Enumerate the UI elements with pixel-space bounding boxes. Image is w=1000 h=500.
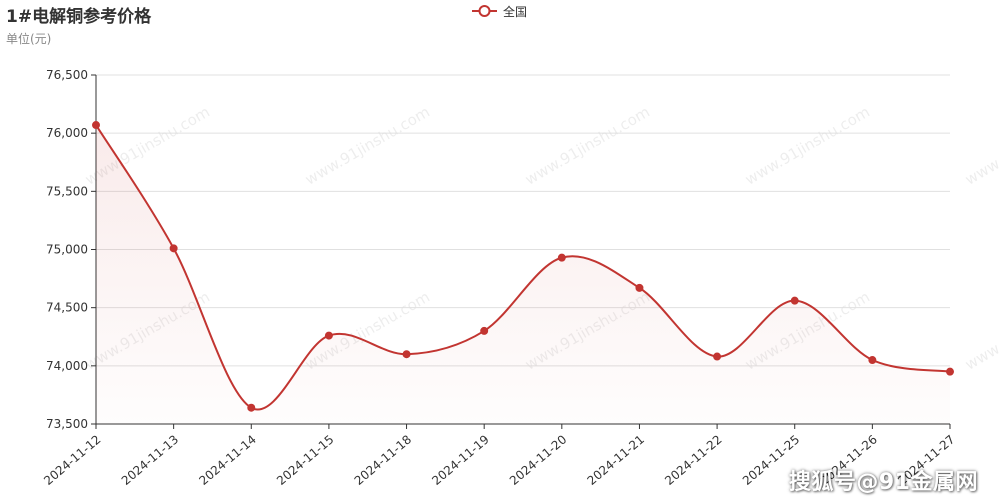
y-tick-label: 76,500 [46, 68, 88, 82]
data-point[interactable] [324, 331, 333, 340]
legend-item-national[interactable]: 全国 [472, 2, 527, 20]
diagonal-watermark: www.91jinshu.com [962, 288, 1000, 374]
x-tick-label: 2024-11-20 [507, 432, 569, 488]
data-point[interactable] [946, 367, 954, 376]
x-tick-label: 2024-11-18 [352, 432, 414, 488]
y-tick-label: 76,000 [46, 126, 88, 140]
x-tick-label: 2024-11-22 [662, 432, 724, 488]
legend-line-circle-icon [472, 5, 497, 17]
x-tick-label: 2024-11-19 [429, 432, 491, 488]
data-point[interactable] [247, 403, 256, 412]
diagonal-watermark: www.91jinshu.com [962, 103, 1000, 189]
x-tick-label: 2024-11-13 [119, 432, 181, 488]
diagonal-watermark: www.91jinshu.com [742, 103, 873, 189]
data-point[interactable] [92, 121, 100, 130]
x-tick-label: 2024-11-14 [196, 432, 258, 488]
x-tick-label: 2024-11-15 [274, 432, 336, 488]
y-tick-label: 73,500 [46, 417, 88, 431]
data-point[interactable] [868, 356, 877, 365]
legend-label: 全国 [503, 4, 528, 19]
y-tick-label: 75,500 [46, 184, 88, 198]
data-point[interactable] [557, 253, 566, 262]
diagonal-watermark: www.91jinshu.com [522, 103, 653, 189]
data-point[interactable] [635, 283, 644, 292]
x-tick-label: 2024-11-12 [41, 432, 103, 488]
x-tick-label: 2024-11-21 [585, 432, 647, 488]
data-point[interactable] [480, 326, 489, 335]
y-tick-label: 75,000 [46, 243, 88, 257]
series-area-fill [96, 125, 950, 425]
y-axis-unit-label: 单位(元) [6, 32, 52, 46]
y-tick-label: 74,500 [46, 301, 88, 315]
diagonal-watermark: www.91jinshu.com [302, 103, 433, 189]
corner-watermark: 搜狐号@91金属网 [788, 470, 978, 495]
y-tick-label: 74,000 [46, 359, 88, 373]
data-point[interactable] [713, 352, 722, 361]
data-point[interactable] [790, 296, 799, 305]
chart-title: 1#电解铜参考价格 [6, 7, 152, 27]
data-point[interactable] [402, 350, 411, 359]
data-point[interactable] [169, 244, 178, 253]
